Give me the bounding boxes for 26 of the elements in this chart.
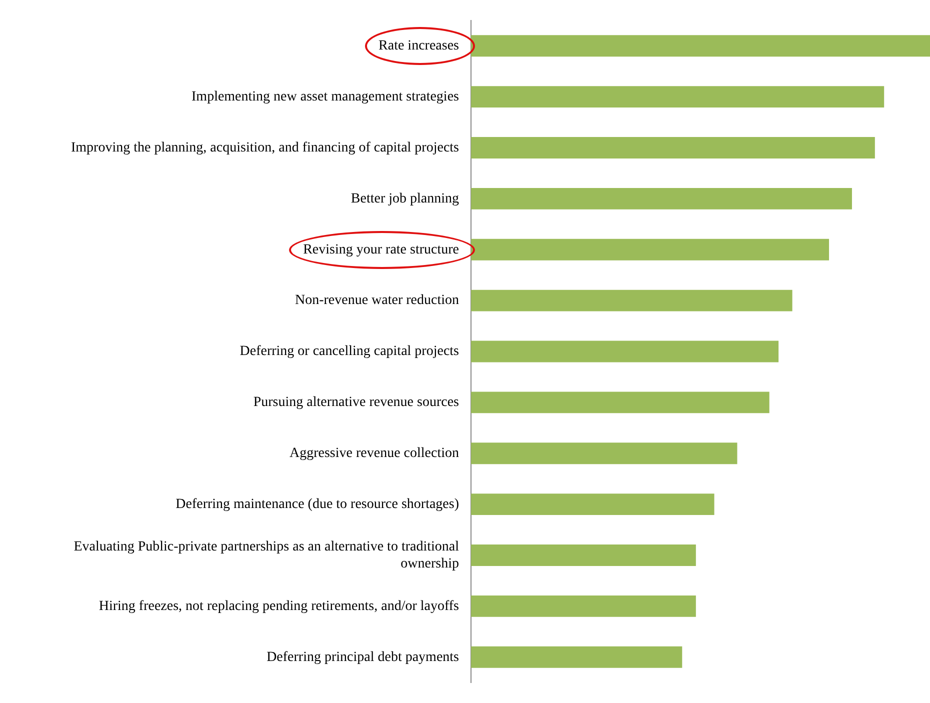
y-tick-label: Better job planning bbox=[350, 191, 459, 206]
bar bbox=[471, 494, 714, 516]
bar bbox=[471, 340, 779, 362]
bar bbox=[471, 86, 884, 108]
y-tick-label: Deferring or cancelling capital projects bbox=[240, 344, 459, 360]
y-tick-label: Rate increases bbox=[378, 38, 459, 54]
y-tick-label: Revising your rate structure bbox=[303, 242, 459, 258]
y-tick-label: Pursuing alternative revenue sources bbox=[253, 395, 459, 410]
y-tick-label: Hiring freezes, not replacing pending retirements, and/or layoffs bbox=[98, 598, 459, 614]
y-tick-label: Aggressive revenue collection bbox=[290, 446, 459, 462]
bar bbox=[471, 35, 930, 57]
bar bbox=[471, 238, 830, 260]
bar bbox=[471, 392, 770, 414]
bar bbox=[471, 137, 875, 158]
y-tick-label: Implementing new asset management strategies bbox=[192, 89, 459, 104]
bar bbox=[471, 290, 792, 312]
bar bbox=[471, 442, 738, 464]
y-tick-label: Evaluating Public-private partnerships as an alternative to traditional ownership bbox=[74, 540, 460, 572]
bar bbox=[471, 595, 696, 617]
y-tick-label: Deferring maintenance (due to resource shortages) bbox=[176, 496, 460, 512]
y-tick-label: Deferring principal debt payments bbox=[266, 650, 459, 665]
y-tick-label: Non-revenue water reduction bbox=[294, 293, 459, 308]
bar bbox=[471, 544, 696, 566]
y-tick-label: Improving the planning, acquisition, and financing of capital projects bbox=[70, 140, 459, 156]
bar bbox=[471, 646, 682, 668]
bar bbox=[471, 188, 852, 210]
